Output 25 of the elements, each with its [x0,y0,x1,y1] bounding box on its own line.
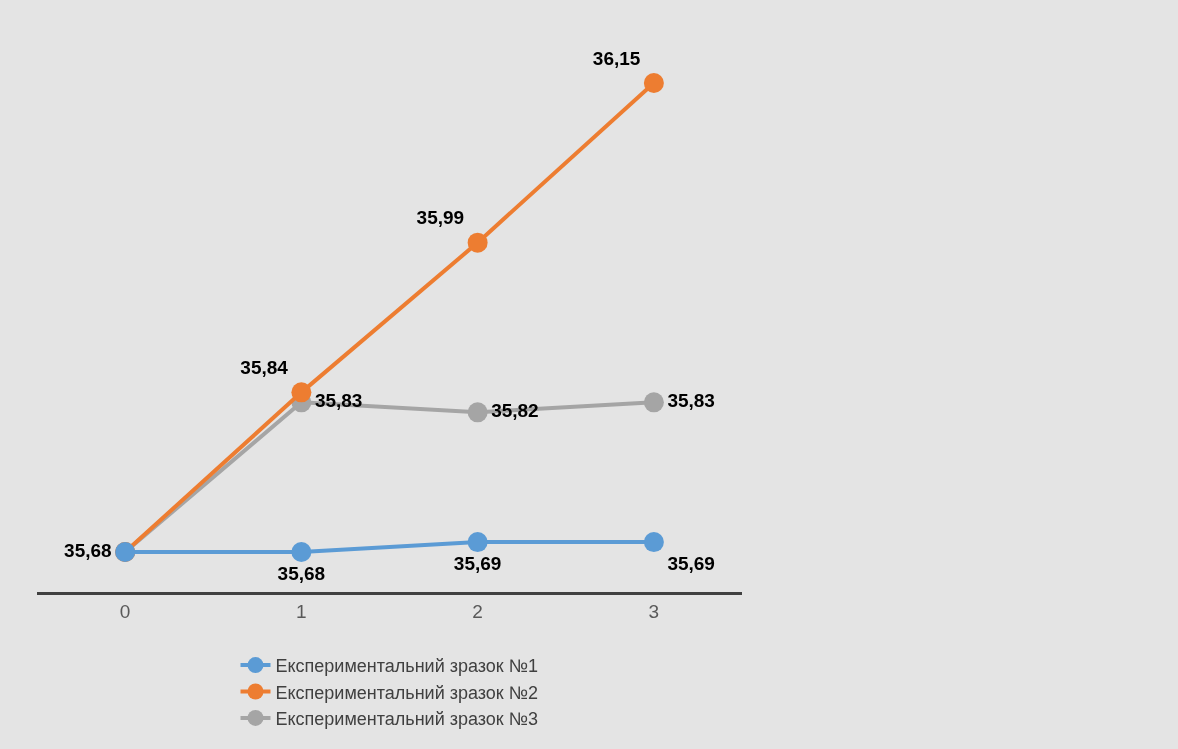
x-tick-label: 1 [296,600,307,622]
data-label: 35,69 [453,552,502,574]
point [467,232,488,253]
data-label: 36,15 [592,47,641,69]
point [467,532,488,553]
x-tick-label: 0 [119,600,131,622]
data-label: 35,68 [277,562,326,584]
data-label: 35,83 [314,390,363,412]
point [643,72,664,93]
point [643,532,664,553]
legend-label: Експериментальний зразок №2 [275,682,539,703]
legend-label: Експериментальний зразок №3 [275,708,539,729]
x-tick-label: 3 [648,600,660,622]
data-label: 35,83 [667,390,715,412]
point [643,392,664,413]
point [291,382,312,403]
data-label: 35,69 [667,552,715,574]
legend-label: Експериментальний зразок №1 [275,656,539,677]
x-tick-label: 2 [472,600,483,622]
point [467,402,488,423]
point [291,542,312,563]
data-label: 35,99 [416,207,465,229]
data-label: 35,82 [491,400,539,422]
data-label: 35,84 [240,357,289,379]
data-label: 35,68 [64,539,112,561]
